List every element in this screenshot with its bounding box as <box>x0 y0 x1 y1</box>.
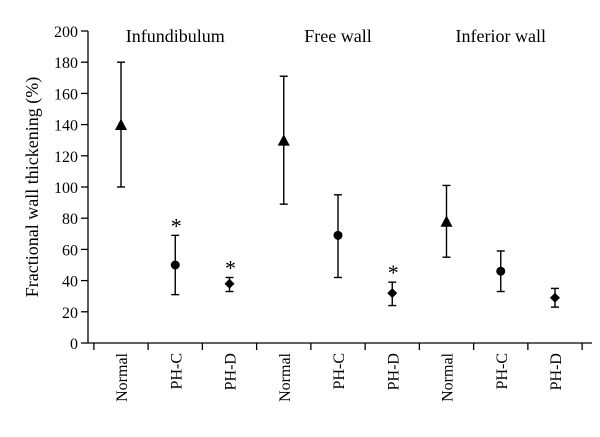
y-tick-label: 100 <box>54 180 78 197</box>
triangle-marker <box>277 134 290 146</box>
x-tick-label: PH-D <box>223 353 240 390</box>
diamond-marker <box>224 278 235 289</box>
group-label: Free wall <box>304 26 371 46</box>
diamond-marker <box>550 292 560 303</box>
y-axis-label: Fractional wall thickening (%) <box>22 77 43 297</box>
x-tick-label: Normal <box>114 352 131 401</box>
data-marks <box>115 61 560 308</box>
y-tick-label: 120 <box>54 149 78 166</box>
y-tick-label: 60 <box>62 242 78 259</box>
diamond-marker <box>387 288 398 299</box>
axes <box>81 30 592 350</box>
significance-star: * <box>225 255 236 280</box>
triangle-marker <box>440 215 453 227</box>
y-tick-label: 40 <box>62 274 78 291</box>
x-tick-label: PH-C <box>168 353 185 389</box>
circle-marker <box>333 230 343 240</box>
x-tick-label: Normal <box>277 352 294 401</box>
circle-marker <box>170 260 180 270</box>
y-tick-label: 140 <box>54 118 78 135</box>
group-label: Infundibulum <box>126 26 225 46</box>
significance-star: * <box>171 213 182 238</box>
y-tick-label: 0 <box>70 336 78 353</box>
x-tick-label: PH-C <box>331 353 348 389</box>
labels: 0 20 40 60 80 100 120 140 160 180 200 Normal PH-C PH-… <box>54 24 565 402</box>
x-tick-label: PH-C <box>494 353 511 389</box>
triangle-marker <box>115 118 127 130</box>
significance-star: * <box>388 260 399 285</box>
group-label: Inferior wall <box>456 26 546 46</box>
x-tick-label: PH-D <box>385 353 402 390</box>
x-tick-label: PH-D <box>548 353 565 390</box>
y-tick-label: 180 <box>54 55 78 72</box>
y-tick-label: 200 <box>54 24 78 41</box>
y-tick-label: 20 <box>62 305 78 322</box>
circle-marker <box>496 266 506 276</box>
y-tick-label: 160 <box>54 86 78 103</box>
x-tick-label: Normal <box>440 352 457 401</box>
y-tick-label: 80 <box>62 211 78 228</box>
